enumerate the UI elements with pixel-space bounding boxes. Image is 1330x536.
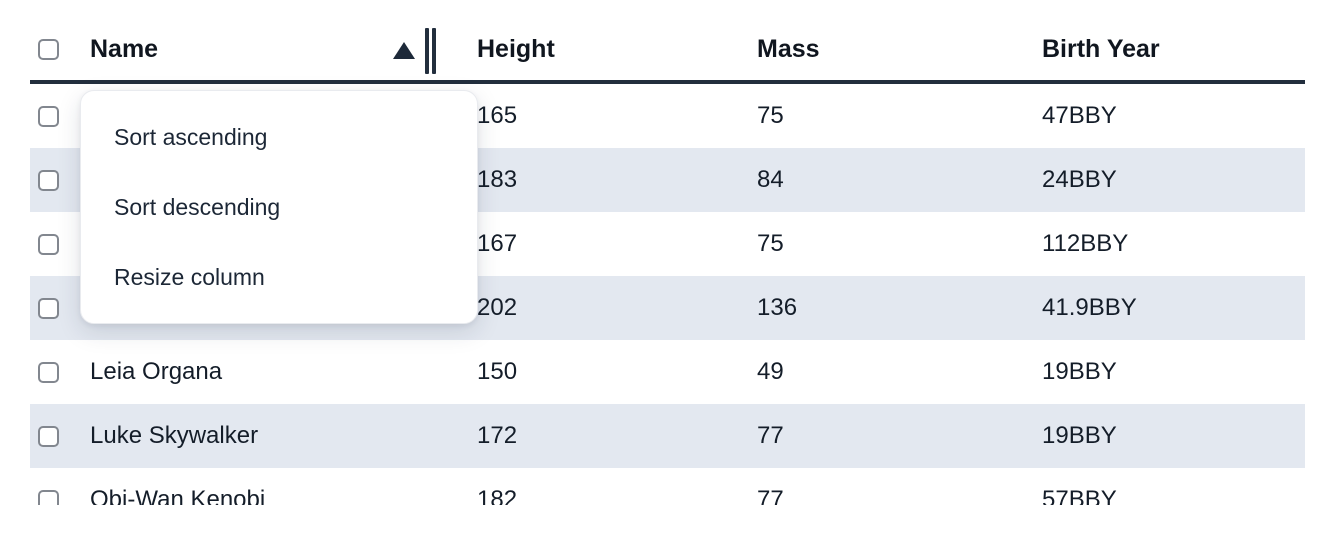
table-row: Obi-Wan Kenobi 182 77 57BBY xyxy=(30,468,1305,505)
column-label-birth-year: Birth Year xyxy=(1042,34,1160,63)
cell-mass: 77 xyxy=(757,422,784,449)
cell-height: 167 xyxy=(477,230,518,257)
header-cell-mass[interactable]: Mass xyxy=(745,0,1030,80)
select-all-checkbox[interactable] xyxy=(38,38,59,60)
row-select-cell xyxy=(30,468,80,505)
row-select-cell xyxy=(30,212,80,276)
cell-birth-year: 47BBY xyxy=(1042,102,1117,129)
column-label-name: Name xyxy=(90,34,159,63)
cell-mass: 77 xyxy=(757,486,784,505)
cell-mass: 75 xyxy=(757,102,784,129)
row-checkbox[interactable] xyxy=(38,425,59,447)
header-cell-select-all xyxy=(30,0,80,80)
row-checkbox[interactable] xyxy=(38,105,59,127)
cell-height: 202 xyxy=(477,294,518,321)
row-select-cell xyxy=(30,404,80,468)
cell-birth-year: 19BBY xyxy=(1042,422,1117,449)
column-context-menu: Sort ascending Sort descending Resize co… xyxy=(80,90,478,324)
menu-item-sort-ascending[interactable]: Sort ascending xyxy=(114,123,268,150)
row-checkbox[interactable] xyxy=(38,297,59,319)
menu-item-sort-descending[interactable]: Sort descending xyxy=(114,193,281,220)
cell-height: 150 xyxy=(477,358,518,385)
resize-bar xyxy=(432,28,436,74)
row-select-cell xyxy=(30,276,80,340)
row-select-cell xyxy=(30,340,80,404)
cell-mass: 84 xyxy=(757,166,784,193)
row-checkbox[interactable] xyxy=(38,169,59,191)
cell-mass: 136 xyxy=(757,294,798,321)
cell-birth-year: 19BBY xyxy=(1042,358,1117,385)
column-label-mass: Mass xyxy=(757,34,820,63)
header-cell-name[interactable]: Name xyxy=(80,0,465,80)
cell-mass: 49 xyxy=(757,358,784,385)
table-scroll-viewport[interactable]: Name Height Mass Birth Year xyxy=(30,0,1305,505)
table-row: Leia Organa 150 49 19BBY xyxy=(30,340,1305,404)
cell-birth-year: 57BBY xyxy=(1042,486,1117,505)
cell-name: Obi-Wan Kenobi xyxy=(90,486,266,505)
column-resize-handle-icon[interactable] xyxy=(425,28,436,74)
cell-birth-year: 41.9BBY xyxy=(1042,294,1137,321)
table-row: Luke Skywalker 172 77 19BBY xyxy=(30,404,1305,468)
row-select-cell xyxy=(30,148,80,212)
row-checkbox[interactable] xyxy=(38,233,59,255)
row-checkbox[interactable] xyxy=(38,489,59,505)
cell-height: 172 xyxy=(477,422,518,449)
cell-height: 165 xyxy=(477,102,518,129)
row-checkbox[interactable] xyxy=(38,361,59,383)
cell-mass: 75 xyxy=(757,230,784,257)
header-cell-height[interactable]: Height xyxy=(465,0,745,80)
column-label-height: Height xyxy=(477,34,555,63)
cell-name: Leia Organa xyxy=(90,358,223,385)
cell-height: 183 xyxy=(477,166,518,193)
cell-birth-year: 24BBY xyxy=(1042,166,1117,193)
cell-birth-year: 112BBY xyxy=(1042,230,1129,257)
resize-bar xyxy=(425,28,429,74)
row-select-cell xyxy=(30,84,80,148)
cell-name: Luke Skywalker xyxy=(90,422,259,449)
sort-ascending-icon xyxy=(393,42,415,59)
header-cell-birth-year[interactable]: Birth Year xyxy=(1030,0,1305,80)
table-body: 165 75 47BBY 183 84 24BBY 167 75 112BBY xyxy=(30,84,1305,505)
menu-item-resize-column[interactable]: Resize column xyxy=(114,263,265,290)
cell-height: 182 xyxy=(477,486,518,505)
table-header-row: Name Height Mass Birth Year xyxy=(30,0,1305,84)
